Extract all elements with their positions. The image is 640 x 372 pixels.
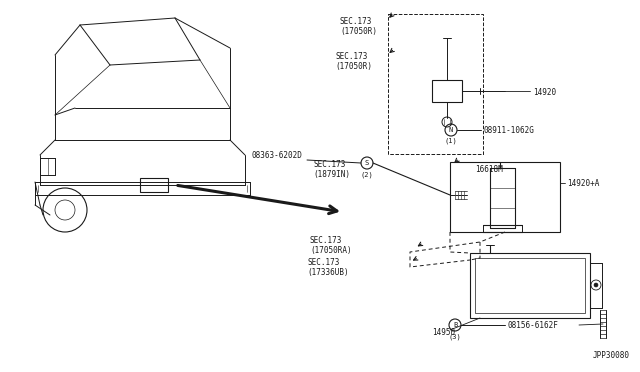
Text: SEC.173
(17050RA): SEC.173 (17050RA) (310, 236, 351, 256)
Text: (1): (1) (445, 138, 458, 144)
Text: SEC.173
(17050R): SEC.173 (17050R) (340, 17, 377, 36)
Text: S: S (365, 160, 369, 166)
Text: (3): (3) (449, 333, 461, 340)
Bar (388, 14, 483, 154)
Text: B: B (453, 322, 457, 328)
Text: 08156-6162F: 08156-6162F (507, 321, 558, 330)
Text: 14950: 14950 (432, 328, 455, 337)
Text: 16618M: 16618M (475, 165, 503, 174)
Text: JPP30080: JPP30080 (593, 351, 630, 360)
Text: N: N (449, 127, 453, 133)
Bar (450, 162, 560, 232)
Text: SEC.173
(17050R): SEC.173 (17050R) (335, 52, 372, 71)
Bar (475, 258, 585, 313)
Text: 14920: 14920 (533, 88, 556, 97)
Text: SEC.173
(1879IN): SEC.173 (1879IN) (313, 160, 350, 179)
Circle shape (594, 283, 598, 287)
Text: 08363-6202D: 08363-6202D (252, 151, 303, 160)
Text: SEC.173
(17336UB): SEC.173 (17336UB) (307, 258, 349, 278)
Text: 14920+A: 14920+A (567, 179, 600, 188)
Bar (470, 253, 590, 318)
Bar (432, 80, 462, 102)
Text: (2): (2) (360, 172, 373, 179)
Text: 08911-1062G: 08911-1062G (484, 126, 535, 135)
Bar (140, 178, 168, 192)
